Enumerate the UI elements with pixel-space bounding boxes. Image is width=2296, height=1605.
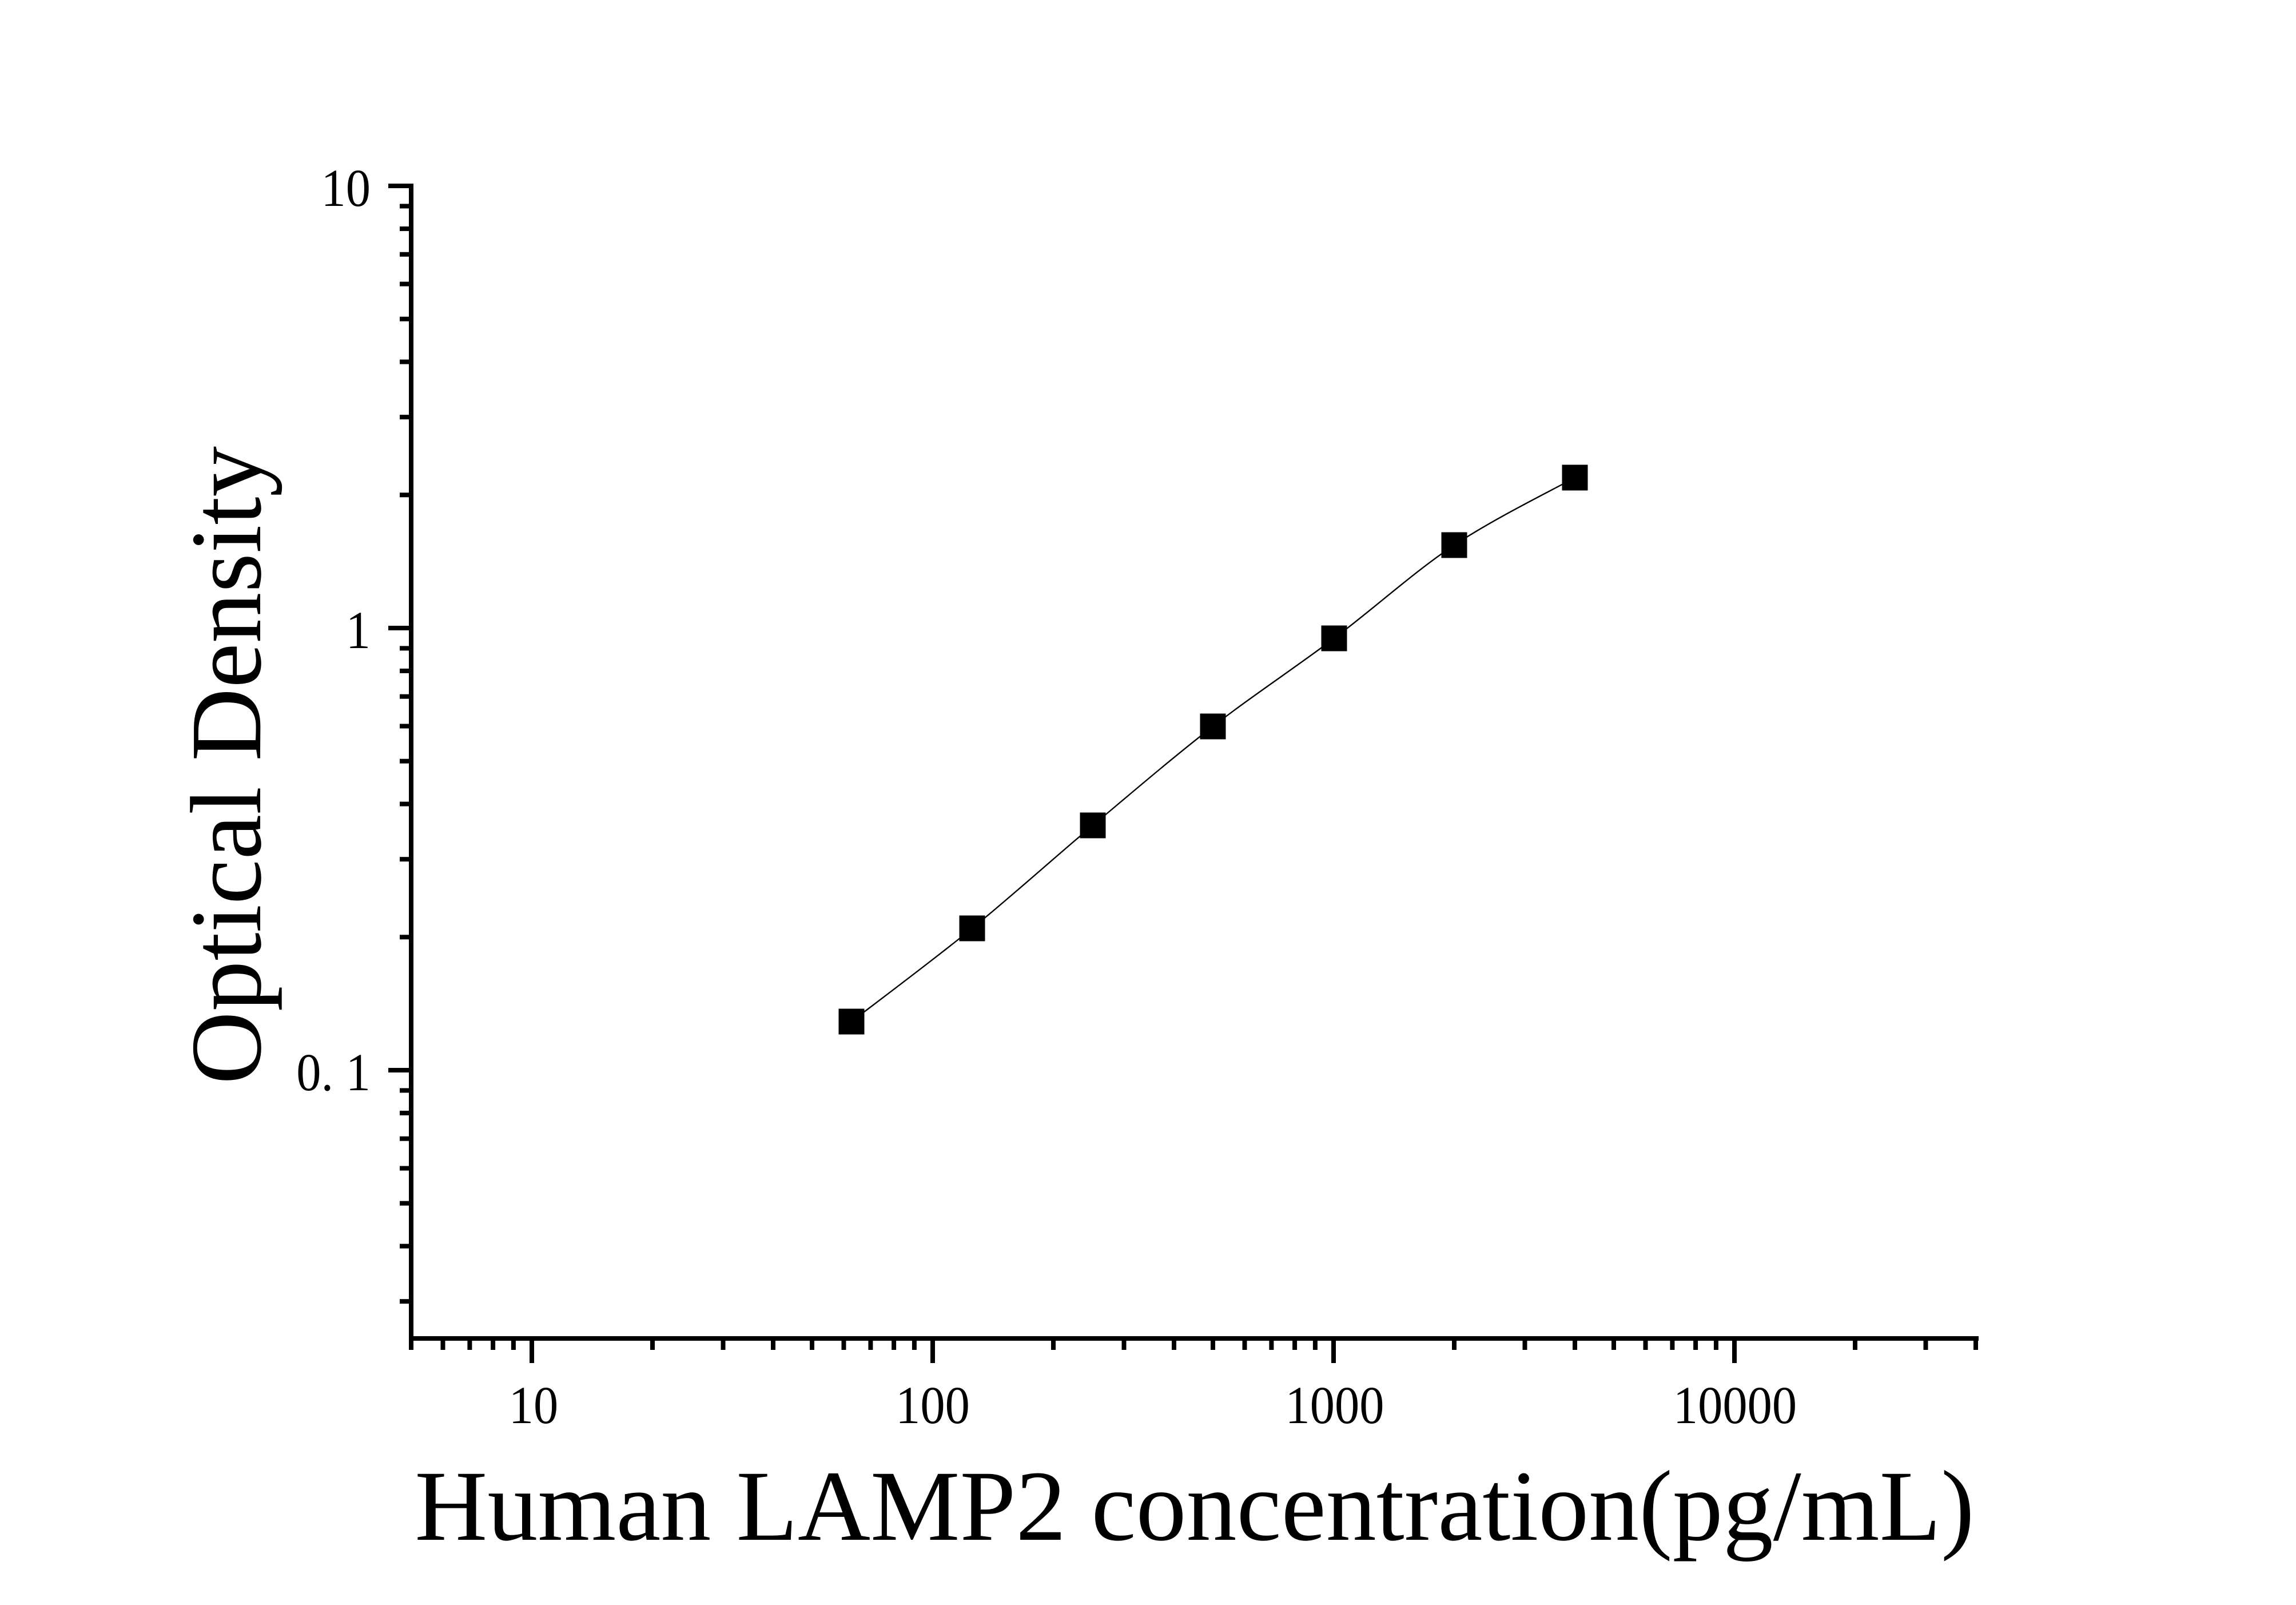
svg-text:100: 100 — [896, 1376, 970, 1435]
svg-text:1000: 1000 — [1286, 1376, 1384, 1435]
svg-text:1: 1 — [346, 601, 371, 660]
svg-text:0. 1: 0. 1 — [296, 1043, 371, 1102]
svg-text:10: 10 — [321, 159, 371, 218]
svg-text:Human LAMP2 concentration(pg/m: Human LAMP2 concentration(pg/mL) — [415, 1451, 1974, 1562]
svg-text:10000: 10000 — [1673, 1376, 1797, 1435]
svg-text:Optical Density: Optical Density — [170, 446, 282, 1084]
svg-text:10: 10 — [509, 1376, 558, 1435]
